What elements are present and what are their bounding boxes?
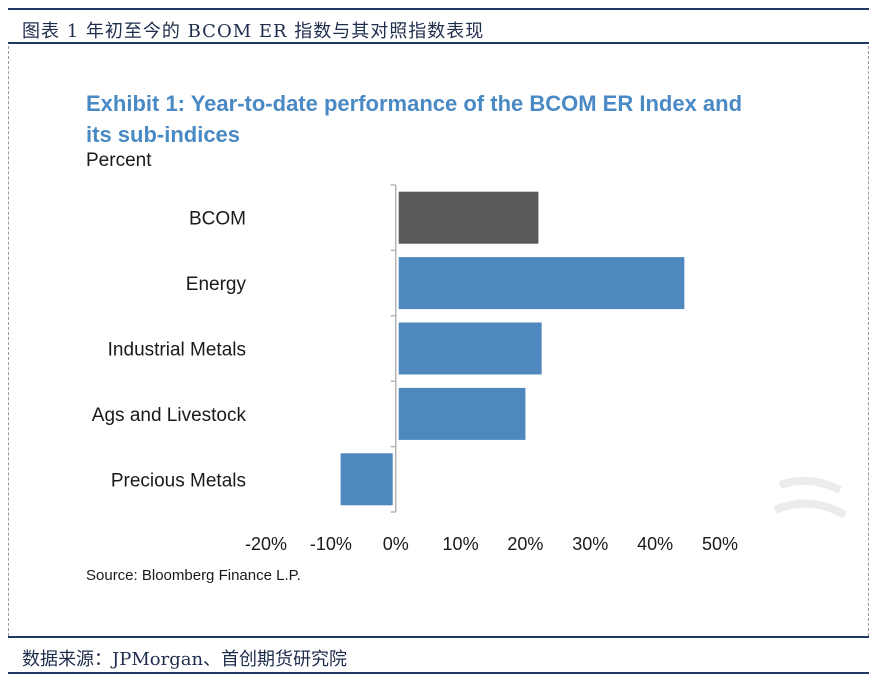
bar-ags-and-livestock: [398, 387, 526, 440]
data-source: 数据来源：JPMorgan、首创期货研究院: [22, 649, 348, 670]
category-label: Industrial Metals: [108, 340, 246, 361]
x-tick-label: 40%: [637, 534, 673, 554]
x-tick-label: -10%: [310, 534, 352, 554]
bar-precious-metals: [340, 453, 393, 506]
chart-frame: [8, 46, 869, 636]
x-tick-label: 50%: [702, 534, 738, 554]
x-tick-label: 0%: [383, 534, 409, 554]
tick-labels: -20% -10% 0% 10% 20% 30% 40% 50%: [245, 534, 738, 554]
value-axis: [390, 184, 397, 513]
caption-header: 图表 1 年初至今的 BCOM ER 指数与其对照指数表现: [8, 8, 869, 44]
category-label: Precious Metals: [111, 470, 246, 491]
unit-label: Percent: [86, 150, 152, 171]
chart-title: Exhibit 1: Year-to-date performance of t…: [86, 91, 743, 147]
category-label: Ags and Livestock: [92, 405, 247, 426]
category-labels: BCOM Energy Industrial Metals Ags and Lives…: [92, 209, 247, 492]
category-label: Energy: [186, 274, 247, 295]
x-tick-label: -20%: [245, 534, 287, 554]
figure-caption: 图表 1 年初至今的 BCOM ER 指数与其对照指数表现: [22, 21, 485, 42]
caption-footer: 数据来源：JPMorgan、首创期货研究院: [8, 636, 869, 674]
bar-industrial-metals: [398, 322, 542, 375]
category-label: BCOM: [189, 209, 246, 230]
x-tick-label: 10%: [443, 534, 479, 554]
bar-bcom: [398, 191, 539, 244]
x-tick-label: 20%: [507, 534, 543, 554]
x-tick-label: 30%: [572, 534, 608, 554]
bar-energy: [398, 257, 685, 310]
bars: [340, 191, 685, 506]
chart-source: Source: Bloomberg Finance L.P.: [86, 567, 301, 584]
